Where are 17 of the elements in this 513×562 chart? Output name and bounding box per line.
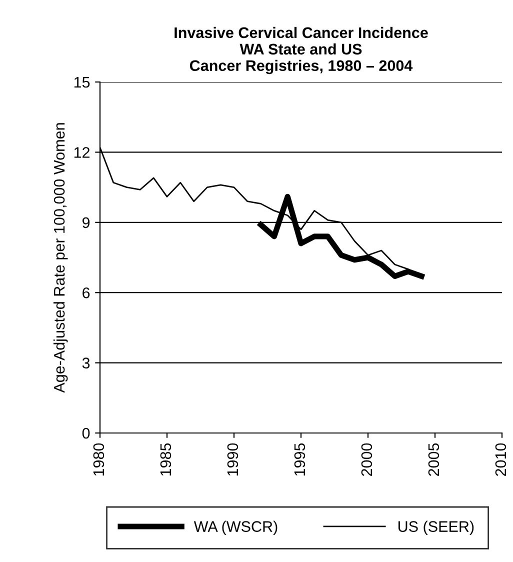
x-tick-label: 1995 [294, 443, 306, 476]
y-tick-label: 12 [74, 147, 90, 158]
x-tick-label: 1985 [160, 443, 172, 476]
y-axis-title: Age-Adjusted Rate per 100,000 Women [53, 123, 68, 393]
chart-title: Invasive Cervical Cancer Incidence WA State and US Cancer Registries, 1980 – 2004 [174, 26, 428, 74]
x-tick-label: 2005 [428, 443, 440, 476]
x-tick-label: 2010 [495, 443, 506, 476]
y-tick-label: 3 [82, 358, 90, 368]
legend-label: US (SEER) [398, 520, 474, 535]
y-tick-label: 6 [82, 287, 90, 298]
legend-label: WA (WSCR) [194, 520, 278, 535]
x-tick-label: 1990 [227, 443, 238, 476]
y-tick-label: 9 [82, 217, 90, 228]
x-tick-label: 2000 [361, 443, 372, 476]
y-tick-label: 15 [74, 77, 90, 88]
y-tick-label: 0 [82, 428, 90, 439]
x-tick-label: 1980 [93, 443, 104, 476]
